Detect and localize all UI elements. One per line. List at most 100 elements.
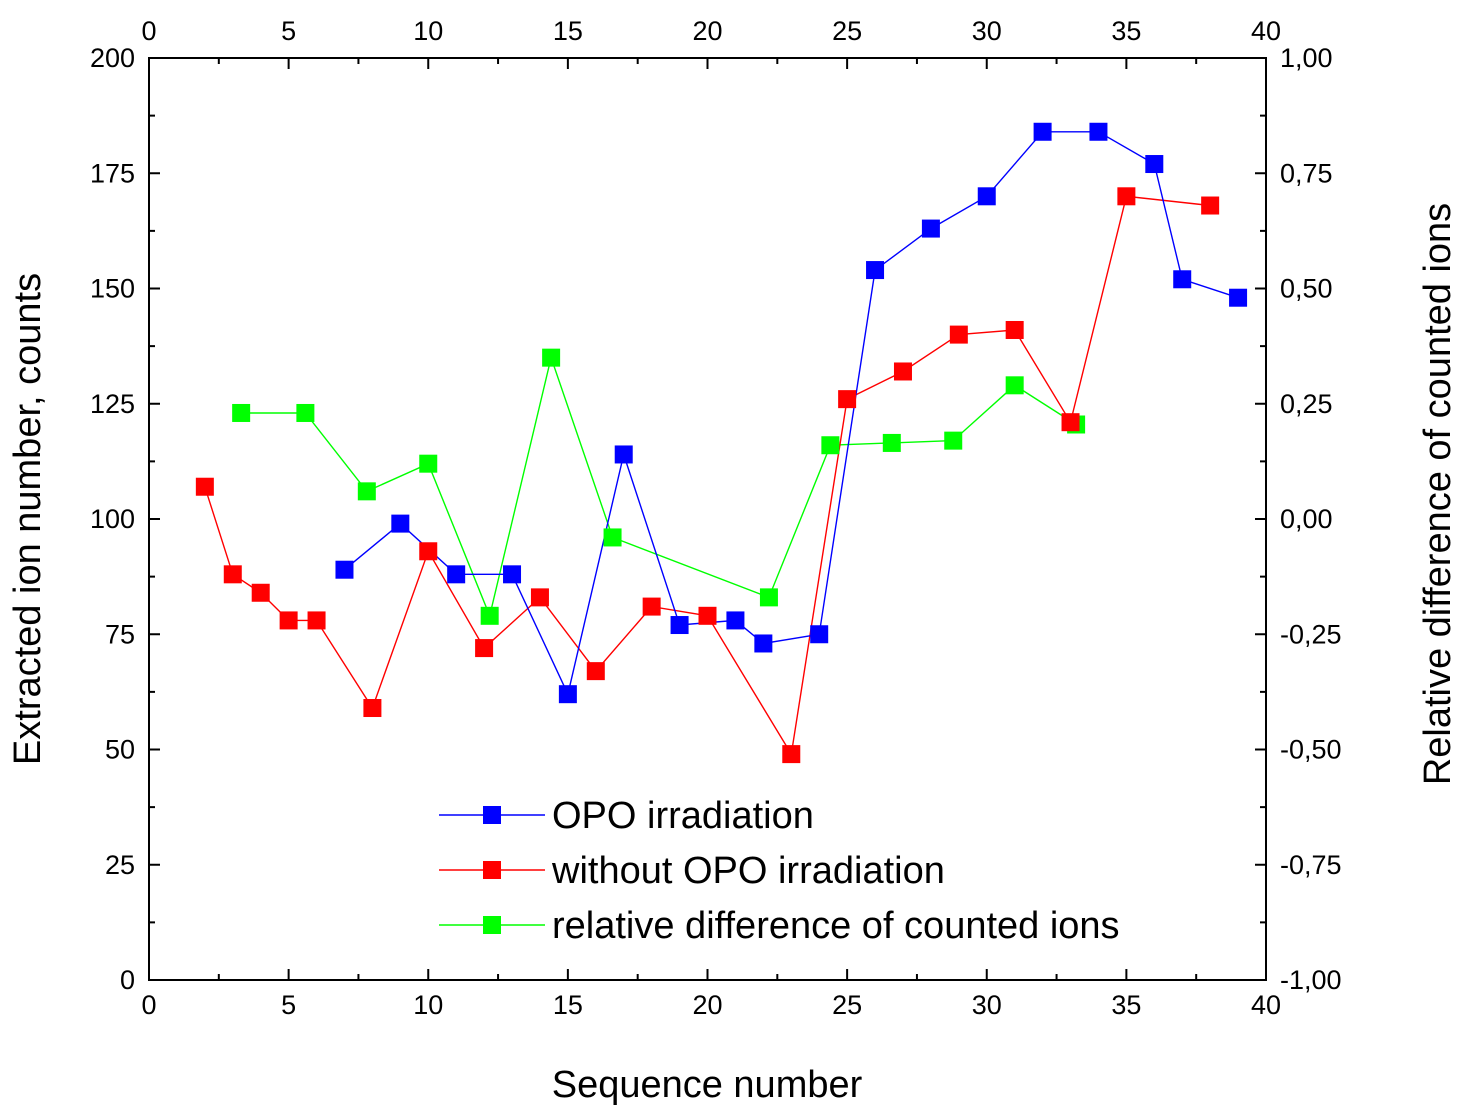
legend-marker: [483, 861, 501, 879]
data-point: [363, 699, 382, 718]
y-tick-label: 150: [90, 274, 135, 304]
data-point: [558, 685, 577, 704]
data-point: [223, 565, 242, 584]
data-point: [893, 362, 912, 381]
data-point: [503, 565, 522, 584]
y2-tick-label: 1,00: [1280, 43, 1333, 73]
x-tick-label-top: 25: [832, 16, 862, 46]
data-point: [670, 616, 689, 635]
data-point: [1061, 413, 1080, 432]
data-point: [810, 625, 829, 644]
x-tick-label-top: 20: [692, 16, 722, 46]
x-tick-label-top: 10: [413, 16, 443, 46]
data-point: [391, 514, 410, 533]
x-tick-label-bottom: 0: [141, 990, 156, 1020]
y-tick-label: 175: [90, 158, 135, 188]
y2-tick-label: -1,00: [1280, 965, 1342, 995]
y-tick-label: 25: [105, 850, 135, 880]
x-tick-label-bottom: 25: [832, 990, 862, 1020]
x-tick-label-top: 30: [972, 16, 1002, 46]
data-point: [882, 433, 901, 452]
data-point: [586, 662, 605, 681]
data-point: [419, 542, 438, 561]
legend: OPO irradiation without OPO irradiation re…: [439, 795, 1120, 947]
series-line-0: [344, 131, 1239, 697]
x-tick-label-bottom: 5: [281, 990, 296, 1020]
data-point: [232, 403, 251, 422]
x-tick-label-top: 15: [553, 16, 583, 46]
y2-tick-label: -0,75: [1280, 850, 1342, 880]
plot-frame: [148, 57, 1267, 981]
x-tick-label-top: 40: [1251, 16, 1281, 46]
legend-marker: [483, 916, 501, 934]
x-tick-label-top: 5: [281, 16, 296, 46]
x-tick-label-bottom: 20: [692, 990, 722, 1020]
y2-axis-title: Relative difference of counted ions: [1417, 203, 1457, 785]
y2-tick-label: -0,50: [1280, 735, 1342, 765]
data-point: [296, 403, 315, 422]
series-layer: [195, 122, 1248, 764]
x-tick-label-bottom: 40: [1251, 990, 1281, 1020]
data-point: [1089, 122, 1108, 141]
x-tick-label-bottom: 10: [413, 990, 443, 1020]
ticks-layer: 0055101015152020252530303535404002550751…: [90, 16, 1342, 1020]
data-point: [1145, 155, 1164, 174]
data-point: [1117, 187, 1136, 206]
data-point: [603, 528, 622, 547]
data-point: [949, 325, 968, 344]
x-tick-label-bottom: 30: [972, 990, 1002, 1020]
legend-label: relative difference of counted ions: [552, 905, 1120, 947]
data-point: [335, 560, 354, 579]
data-point: [1229, 288, 1248, 307]
data-point: [480, 606, 499, 625]
y-tick-label: 50: [105, 735, 135, 765]
data-point: [921, 219, 940, 238]
y-tick-label: 0: [120, 965, 135, 995]
data-point: [1173, 270, 1192, 289]
y-axis-title: Extracted ion number, counts: [7, 273, 49, 765]
y-tick-label: 125: [90, 389, 135, 419]
data-point: [419, 454, 438, 473]
data-point: [1005, 376, 1024, 395]
data-point: [530, 588, 549, 607]
x-tick-label-top: 35: [1111, 16, 1141, 46]
data-point: [866, 261, 885, 280]
data-point: [1033, 122, 1052, 141]
data-point: [279, 611, 298, 630]
data-point: [759, 588, 778, 607]
data-point: [977, 187, 996, 206]
data-point: [821, 436, 840, 455]
x-axis-title: Sequence number: [552, 1064, 863, 1106]
y2-tick-label: 0,00: [1280, 504, 1333, 534]
y-tick-label: 200: [90, 43, 135, 73]
y2-tick-label: -0,25: [1280, 619, 1342, 649]
y-tick-label: 100: [90, 504, 135, 534]
data-point: [307, 611, 326, 630]
y-tick-label: 75: [105, 619, 135, 649]
data-point: [195, 477, 214, 496]
y2-tick-label: 0,50: [1280, 274, 1333, 304]
data-point: [475, 639, 494, 658]
data-point: [698, 606, 717, 625]
data-point: [1005, 320, 1024, 339]
data-point: [614, 445, 633, 464]
y2-tick-label: 0,25: [1280, 389, 1333, 419]
y2-tick-label: 0,75: [1280, 158, 1333, 188]
series-line-1: [204, 195, 1211, 757]
data-point: [447, 565, 466, 584]
data-point: [838, 390, 857, 409]
x-tick-label-bottom: 35: [1111, 990, 1141, 1020]
data-point: [1201, 196, 1220, 215]
data-point: [251, 583, 270, 602]
data-point: [944, 431, 963, 450]
data-point: [782, 745, 801, 764]
legend-label: OPO irradiation: [552, 795, 814, 837]
x-tick-label-bottom: 15: [553, 990, 583, 1020]
data-point: [642, 597, 661, 616]
x-tick-label-top: 0: [141, 16, 156, 46]
data-point: [542, 348, 561, 367]
data-point: [726, 611, 745, 630]
data-point: [357, 482, 376, 501]
data-point: [754, 634, 773, 653]
